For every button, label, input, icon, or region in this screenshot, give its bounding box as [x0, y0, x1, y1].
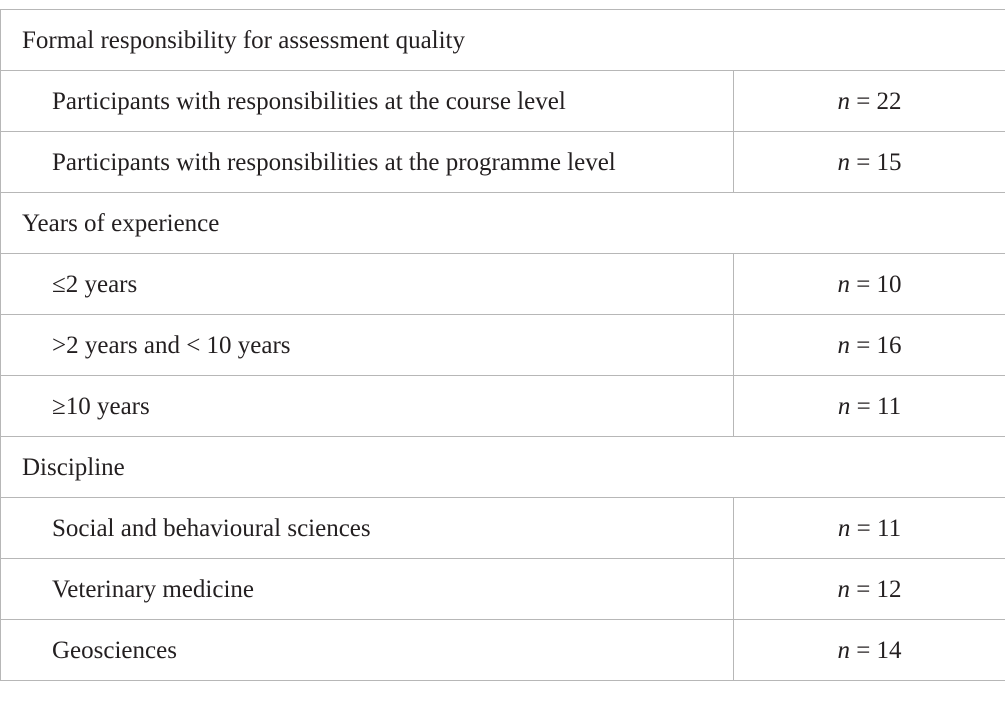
row-label: ≤2 years — [0, 253, 734, 315]
section-title-discipline: Discipline — [0, 436, 1005, 498]
row-value: = 16 — [856, 331, 902, 359]
row-label: Geosciences — [0, 619, 734, 681]
n-symbol: n — [837, 331, 850, 359]
n-symbol: n — [837, 148, 850, 176]
row-label: Participants with responsibilities at th… — [0, 131, 734, 193]
participants-table: Formal responsibility for assessment qua… — [0, 9, 1005, 681]
row-value: = 11 — [856, 514, 902, 542]
row-label: >2 years and < 10 years — [0, 314, 734, 376]
row-label: Participants with responsibilities at th… — [0, 70, 734, 132]
row-label: Veterinary medicine — [0, 558, 734, 620]
participants-table-container: Formal responsibility for assessment qua… — [0, 9, 1005, 681]
table-row: Participants with responsibilities at th… — [0, 131, 1005, 193]
table-row: Social and behavioural sciences n = 11 — [0, 497, 1005, 559]
row-value-cell: n = 15 — [732, 131, 1005, 193]
n-symbol: n — [837, 636, 850, 664]
row-value-cell: n = 11 — [732, 497, 1005, 559]
row-value: = 15 — [856, 148, 902, 176]
n-symbol: n — [837, 392, 851, 420]
table-row: ≤2 years n = 10 — [0, 253, 1005, 315]
row-value-cell: n = 11 — [732, 375, 1005, 437]
table-row: Participants with responsibilities at th… — [0, 70, 1005, 132]
row-value: = 11 — [856, 392, 902, 420]
row-value: = 12 — [856, 575, 902, 603]
table-row: Veterinary medicine n = 12 — [0, 558, 1005, 620]
section-header-row: Formal responsibility for assessment qua… — [0, 9, 1005, 71]
n-symbol: n — [837, 270, 850, 298]
table-row: Geosciences n = 14 — [0, 619, 1005, 681]
row-value: = 22 — [856, 87, 902, 115]
section-header-row: Years of experience — [0, 192, 1005, 254]
row-label: ≥10 years — [0, 375, 734, 437]
section-title-responsibility: Formal responsibility for assessment qua… — [0, 9, 1005, 71]
section-header-row: Discipline — [0, 436, 1005, 498]
row-value-cell: n = 10 — [732, 253, 1005, 315]
n-symbol: n — [837, 575, 850, 603]
row-value: = 10 — [856, 270, 902, 298]
table-row: ≥10 years n = 11 — [0, 375, 1005, 437]
row-value-cell: n = 12 — [732, 558, 1005, 620]
row-value-cell: n = 14 — [732, 619, 1005, 681]
row-value: = 14 — [856, 636, 902, 664]
n-symbol: n — [837, 514, 851, 542]
table-row: >2 years and < 10 years n = 16 — [0, 314, 1005, 376]
row-value-cell: n = 22 — [732, 70, 1005, 132]
row-value-cell: n = 16 — [732, 314, 1005, 376]
row-label: Social and behavioural sciences — [0, 497, 734, 559]
n-symbol: n — [837, 87, 850, 115]
section-title-experience: Years of experience — [0, 192, 1005, 254]
